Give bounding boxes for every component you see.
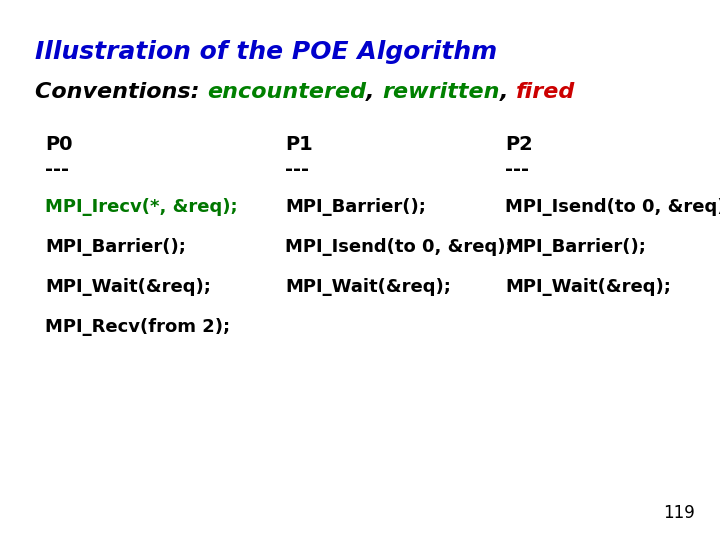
Text: MPI_Barrier();: MPI_Barrier(); — [45, 238, 186, 256]
Text: MPI_Barrier();: MPI_Barrier(); — [505, 238, 646, 256]
Text: MPI_Wait(&req);: MPI_Wait(&req); — [505, 278, 671, 296]
Text: P1: P1 — [285, 135, 312, 154]
Text: ,: , — [500, 82, 516, 102]
Text: MPI_Recv(from 2);: MPI_Recv(from 2); — [45, 318, 230, 336]
Text: 119: 119 — [663, 504, 695, 522]
Text: MPI_Wait(&req);: MPI_Wait(&req); — [285, 278, 451, 296]
Text: ---: --- — [285, 160, 309, 179]
Text: MPI_Irecv(*, &req);: MPI_Irecv(*, &req); — [45, 198, 238, 216]
Text: MPI_Isend(to 0, &req);: MPI_Isend(to 0, &req); — [505, 198, 720, 216]
Text: rewritten: rewritten — [382, 82, 500, 102]
Text: ,: , — [366, 82, 382, 102]
Text: MPI_Wait(&req);: MPI_Wait(&req); — [45, 278, 211, 296]
Text: Illustration of the POE Algorithm: Illustration of the POE Algorithm — [35, 40, 497, 64]
Text: fired: fired — [516, 82, 575, 102]
Text: Conventions:: Conventions: — [35, 82, 207, 102]
Text: P0: P0 — [45, 135, 73, 154]
Text: encountered: encountered — [207, 82, 366, 102]
Text: MPI_Barrier();: MPI_Barrier(); — [285, 198, 426, 216]
Text: ---: --- — [45, 160, 69, 179]
Text: ---: --- — [505, 160, 529, 179]
Text: MPI_Isend(to 0, &req);: MPI_Isend(to 0, &req); — [285, 238, 513, 256]
Text: P2: P2 — [505, 135, 533, 154]
